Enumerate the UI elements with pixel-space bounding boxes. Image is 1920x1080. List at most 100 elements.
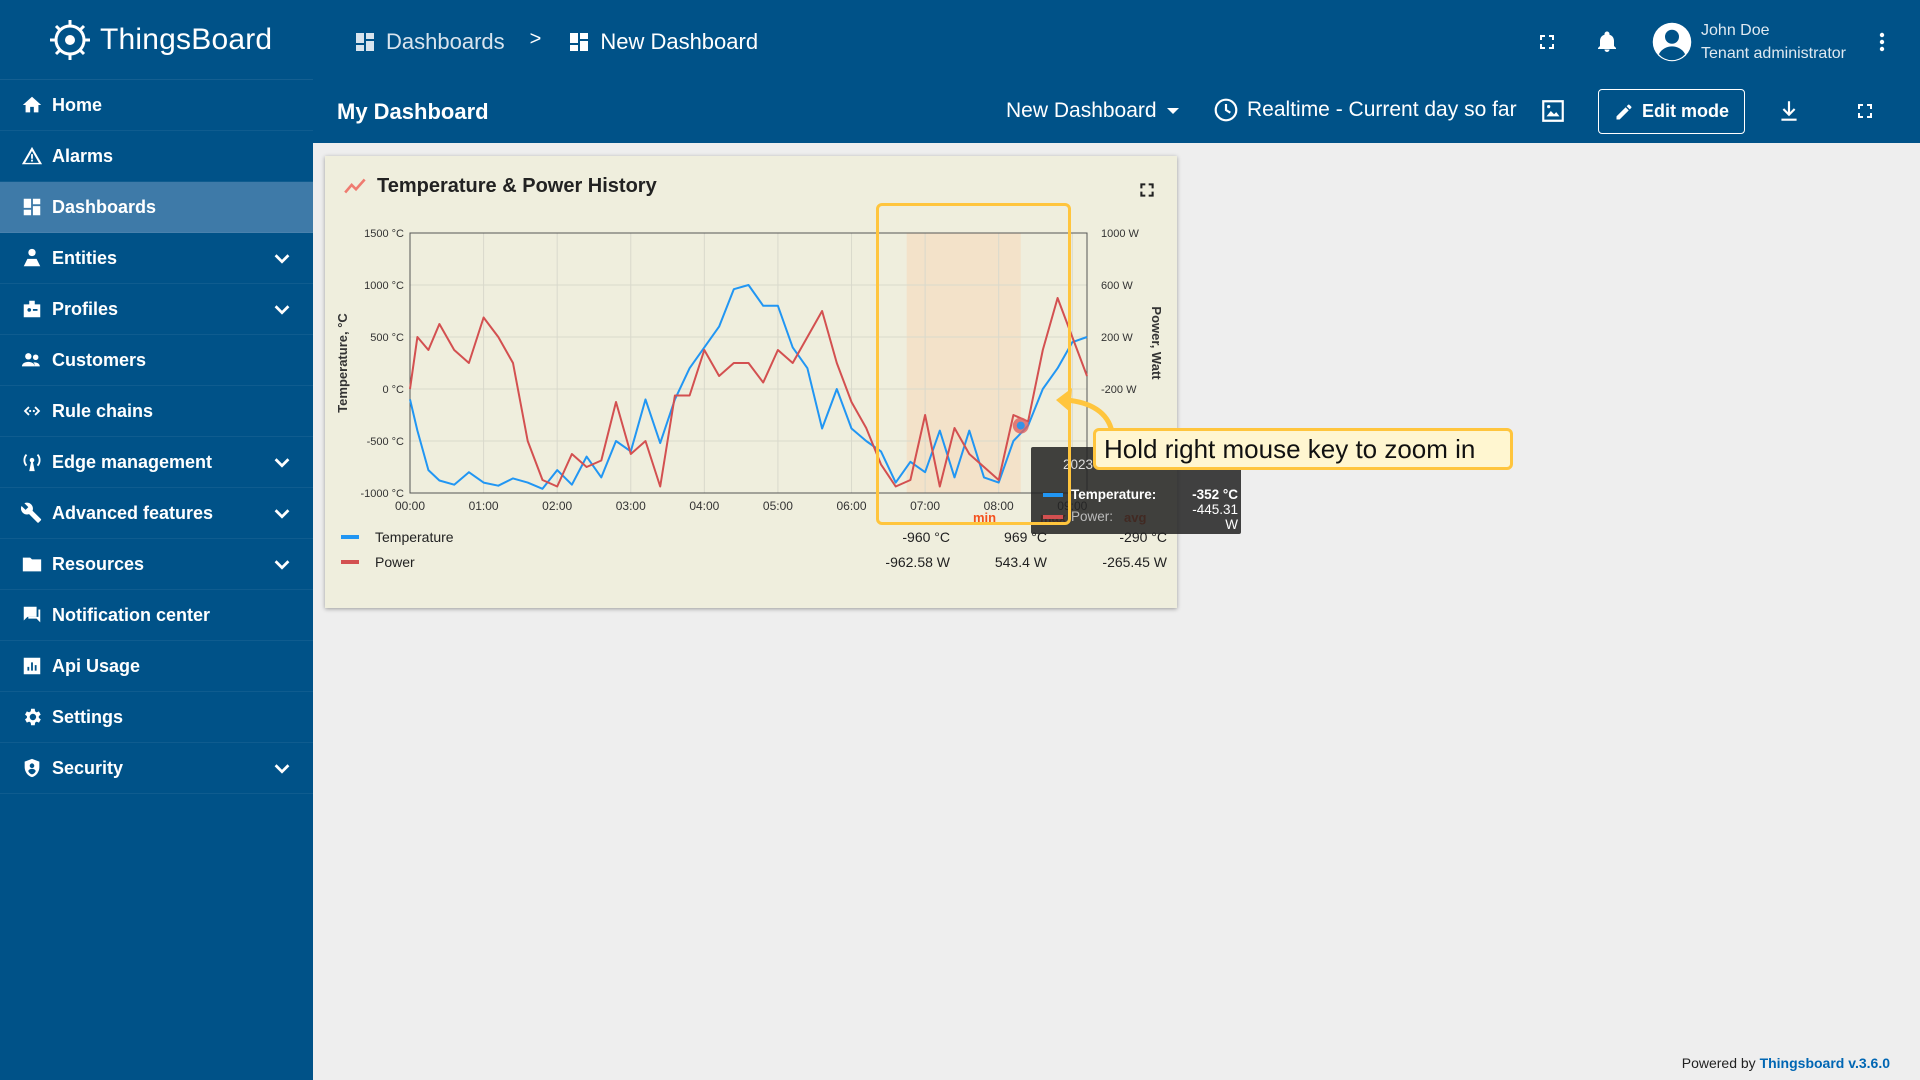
chevron-down-icon[interactable] (271, 757, 293, 779)
fullscreen-icon[interactable] (1533, 28, 1561, 56)
user-name: John Doe (1701, 22, 1770, 39)
footer-version-link[interactable]: Thingsboard v.3.6.0 (1759, 1055, 1890, 1071)
chevron-down-icon[interactable] (271, 298, 293, 320)
legend-avg: -265.45 W (1102, 553, 1167, 570)
pencil-icon (1616, 104, 1632, 119)
legend-row-power[interactable]: Power -962.58 W 543.4 W -265.45 W (337, 549, 1167, 574)
chevron-down-icon[interactable] (271, 451, 293, 473)
sidebar-item-security[interactable]: Security (0, 743, 313, 794)
sidebar-item-label: Security (52, 757, 124, 778)
warning-icon (20, 144, 44, 168)
edit-mode-button[interactable]: Edit mode (1598, 89, 1745, 134)
series-line-power (409, 297, 1088, 488)
sidebar-item-home[interactable]: Home (0, 80, 313, 131)
chevron-down-icon[interactable] (271, 553, 293, 575)
timewindow-button[interactable]: Realtime - Current day so far (1213, 97, 1517, 123)
tooltip-label: Power: (1071, 509, 1114, 524)
sidebar-item-rule-chains[interactable]: Rule chains (0, 386, 313, 437)
sidebar-item-alarms[interactable]: Alarms (0, 131, 313, 182)
sidebar-item-dashboards[interactable]: Dashboards (0, 182, 313, 233)
widget-fullscreen-icon[interactable] (1137, 180, 1157, 200)
sidebar-item-resources[interactable]: Resources (0, 539, 313, 590)
sidebar-item-profiles[interactable]: Profiles (0, 284, 313, 335)
timewindow-label: Realtime - Current day so far (1247, 98, 1517, 121)
dashboard-select[interactable]: New Dashboard (1006, 99, 1179, 123)
app-name: ThingsBoard (100, 22, 273, 56)
dashboard-icon (567, 30, 591, 54)
x-tick-label: 08:00 (984, 499, 1014, 513)
legend-series-name: Power (375, 553, 415, 570)
download-icon[interactable] (1774, 96, 1804, 126)
x-tick-label: 01:00 (469, 499, 499, 513)
edit-mode-label: Edit mode (1641, 101, 1729, 121)
chevron-down-icon[interactable] (271, 247, 293, 269)
legend-series-name: Temperature (375, 528, 454, 545)
dashboard-icon (353, 30, 377, 54)
footer-prefix: Powered by (1681, 1055, 1756, 1071)
home-icon (20, 93, 44, 117)
sidebar-item-label: Customers (52, 349, 147, 370)
x-tick-label: 06:00 (837, 499, 867, 513)
legend-swatch (341, 534, 359, 539)
sidebar-item-label: Entities (52, 247, 118, 268)
sidebar-item-customers[interactable]: Customers (0, 335, 313, 386)
y-right-axis-label: Power, Watt (1149, 306, 1164, 380)
x-tick-label: 05:00 (763, 499, 793, 513)
gear-icon (20, 705, 44, 729)
y-left-axis-label: Temperature, °C (335, 313, 350, 413)
y-right-tick-label: 1000 W (1101, 228, 1140, 240)
chart-canvas[interactable]: 00:00 01:00 02:00 03:00 04:00 05:00 06:00 07:00… (325, 156, 1177, 608)
sidebar-item-notification-center[interactable]: Notification center (0, 590, 313, 641)
y-left-tick-label: 1500 °C (364, 228, 404, 240)
y-left-tick-label: 1000 °C (364, 280, 404, 292)
series-line-temperature (409, 284, 1088, 490)
y-left-tick-label: -500 °C (367, 436, 404, 448)
user-menu[interactable]: John Doe Tenant administrator (1651, 19, 1846, 65)
breadcrumb-separator: > (529, 27, 542, 50)
notifications-bell-icon[interactable] (1593, 28, 1621, 56)
sidebar-item-entities[interactable]: Entities (0, 233, 313, 284)
sidebar-item-label: Api Usage (52, 655, 141, 676)
sidebar-item-label: Home (52, 94, 103, 115)
chevron-down-icon[interactable] (271, 502, 293, 524)
code-arrows-icon (20, 399, 44, 423)
sidebar-item-label: Rule chains (52, 400, 154, 421)
image-export-icon[interactable] (1538, 96, 1568, 126)
y-left-tick-label: 500 °C (370, 332, 404, 344)
profile-badge-icon (20, 297, 44, 321)
dashboard-toolbar: My Dashboard New Dashboard Realtime - Cu… (313, 80, 1920, 143)
y-right-tick-label: 600 W (1101, 280, 1133, 292)
sidebar-item-advanced-features[interactable]: Advanced features (0, 488, 313, 539)
thingsboard-logo-icon (50, 19, 90, 60)
dashboard-icon (20, 195, 44, 219)
x-tick-label: 07:00 (910, 499, 940, 513)
legend-swatch (341, 559, 359, 564)
sidebar-item-api-usage[interactable]: Api Usage (0, 641, 313, 692)
legend-header-min: min (973, 510, 997, 525)
app-logo[interactable]: ThingsBoard (0, 0, 313, 80)
avatar-icon (1652, 22, 1692, 62)
sidebar-item-edge-management[interactable]: Edge management (0, 437, 313, 488)
more-vert-icon[interactable] (1868, 28, 1896, 56)
breadcrumb-dashboards[interactable]: Dashboards (386, 29, 505, 54)
legend-max: 543.4 W (994, 553, 1047, 570)
sidebar-item-label: Resources (52, 553, 145, 574)
clock-icon (1214, 98, 1238, 122)
sidebar-item-label: Notification center (52, 604, 211, 625)
tooltip-value: -445.31 W (1192, 501, 1238, 532)
tooltip-swatch (1043, 514, 1063, 519)
y-left-tick-label: 0 °C (382, 384, 404, 396)
y-right-tick-label: 200 W (1101, 332, 1133, 344)
user-role: Tenant administrator (1701, 45, 1846, 62)
sidebar-item-label: Dashboards (52, 196, 157, 217)
x-tick-label: 00:00 (395, 499, 425, 513)
widget-title-text: Temperature & Power History (377, 174, 657, 197)
people-icon (20, 348, 44, 372)
sidebar-item-label: Alarms (52, 145, 114, 166)
callout-arrow-icon (1056, 388, 1115, 433)
sidebar-item-settings[interactable]: Settings (0, 692, 313, 743)
shield-icon (20, 756, 44, 780)
top-actions: John Doe Tenant administrator (1533, 14, 1920, 70)
fullscreen-dashboard-icon[interactable] (1850, 96, 1880, 126)
sidebar-menu: Home Alarms Dashboards Entities Profiles Cust… (0, 80, 313, 794)
